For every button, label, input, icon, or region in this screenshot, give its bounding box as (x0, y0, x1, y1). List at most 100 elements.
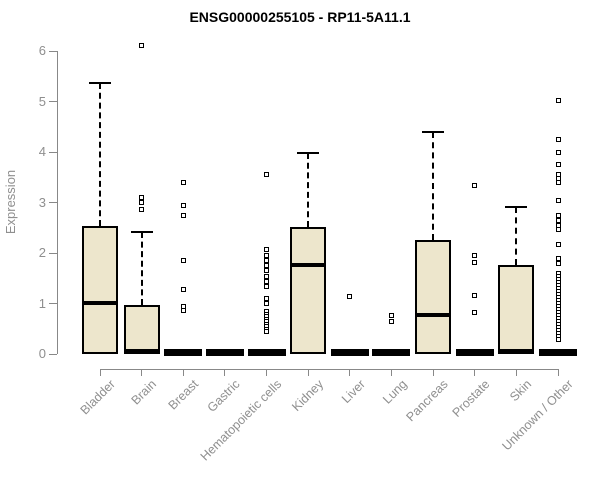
median-line (500, 349, 533, 354)
outlier-point (180, 212, 186, 218)
box (290, 227, 327, 354)
outlier-point (264, 267, 270, 273)
y-tick (49, 50, 57, 52)
x-tick (432, 369, 434, 376)
x-tick-label: Prostate (449, 377, 493, 420)
outlier-point (180, 202, 186, 208)
outlier-point (555, 175, 561, 181)
outlier-point (388, 312, 394, 318)
outlier-point (264, 262, 270, 268)
outlier-point (264, 301, 270, 306)
upper-whisker (140, 231, 143, 305)
outlier-point (139, 206, 145, 212)
y-tick (49, 303, 57, 304)
chart-title: ENSG00000255105 - RP11-5A11.1 (189, 9, 411, 25)
x-tick (515, 369, 517, 376)
y-tick-label: 2 (38, 245, 46, 260)
x-tick (182, 369, 184, 376)
outlier-point (264, 257, 270, 263)
x-tick-label: Skin (507, 377, 535, 405)
y-tick (49, 151, 57, 153)
outlier-point (555, 256, 561, 262)
x-tick (390, 369, 392, 376)
x-tick-label: Liver (338, 377, 368, 407)
outlier-point (555, 212, 561, 218)
upper-whisker (99, 82, 101, 227)
outlier-point (180, 180, 186, 186)
outlier-point (555, 337, 561, 343)
outlier-point (472, 183, 478, 189)
outlier-point (139, 194, 145, 200)
outlier-point (555, 222, 561, 228)
collapsed-box (205, 349, 244, 356)
collapsed-box (247, 349, 286, 356)
outlier-point (264, 279, 270, 285)
outlier-point (264, 252, 270, 258)
outlier-point (180, 257, 186, 263)
outlier-point (139, 43, 145, 49)
outlier-point (555, 161, 561, 167)
x-tick-label: Brain (129, 377, 160, 408)
outlier-point (264, 329, 270, 335)
x-tick-label: Hematopoietic cells (197, 377, 285, 464)
x-tick (266, 369, 268, 376)
x-tick-label: Pancreas (403, 377, 452, 425)
x-tick (99, 369, 101, 376)
outlier-point (555, 137, 561, 143)
x-tick-label: Bladder (77, 377, 118, 418)
x-tick (141, 369, 143, 376)
box (498, 265, 535, 354)
x-tick-label: Lung (379, 377, 410, 407)
outlier-point (180, 287, 186, 293)
outlier-point (472, 293, 478, 299)
outlier-point (180, 307, 186, 313)
outlier-point (347, 294, 353, 300)
whisker-cap (297, 152, 320, 154)
median-line (84, 300, 116, 305)
outlier-point (139, 200, 145, 205)
outlier-point (264, 274, 270, 280)
outlier-point (555, 242, 561, 248)
outlier-point (388, 318, 394, 324)
collapsed-box (330, 349, 369, 356)
collapsed-box (455, 349, 494, 356)
x-tick (474, 369, 476, 376)
y-tick (49, 252, 57, 254)
box (82, 226, 118, 354)
upper-whisker (307, 153, 310, 228)
median-line (417, 313, 450, 318)
upper-whisker (432, 131, 435, 240)
outlier-point (264, 295, 270, 301)
outlier-point (264, 171, 270, 177)
x-tick-label: Breast (165, 377, 202, 413)
y-tick-label: 4 (38, 144, 46, 159)
outlier-point (555, 150, 561, 155)
box (415, 239, 452, 354)
y-tick-label: 6 (38, 43, 46, 58)
outlier-point (555, 217, 561, 223)
x-tick (349, 369, 351, 376)
whisker-cap (422, 130, 445, 133)
y-tick-label: 3 (38, 194, 46, 210)
whisker-cap (130, 230, 153, 233)
box (123, 305, 160, 354)
y-axis-line (57, 51, 58, 354)
outlier-point (555, 260, 561, 266)
x-tick (224, 369, 226, 376)
y-tick-label: 5 (38, 93, 46, 109)
y-tick-label: 1 (38, 295, 46, 311)
x-tick-label: Kidney (289, 377, 327, 414)
outlier-point (555, 98, 561, 104)
collapsed-box (372, 349, 411, 356)
outlier-point (472, 252, 478, 258)
x-tick-label: Gastric (204, 377, 243, 415)
whisker-cap (89, 81, 111, 84)
outlier-point (264, 284, 270, 290)
y-tick (49, 101, 57, 102)
y-tick (49, 353, 57, 355)
outlier-point (264, 247, 270, 253)
collapsed-box (539, 349, 578, 356)
x-tick (307, 369, 309, 376)
outlier-point (555, 180, 561, 186)
